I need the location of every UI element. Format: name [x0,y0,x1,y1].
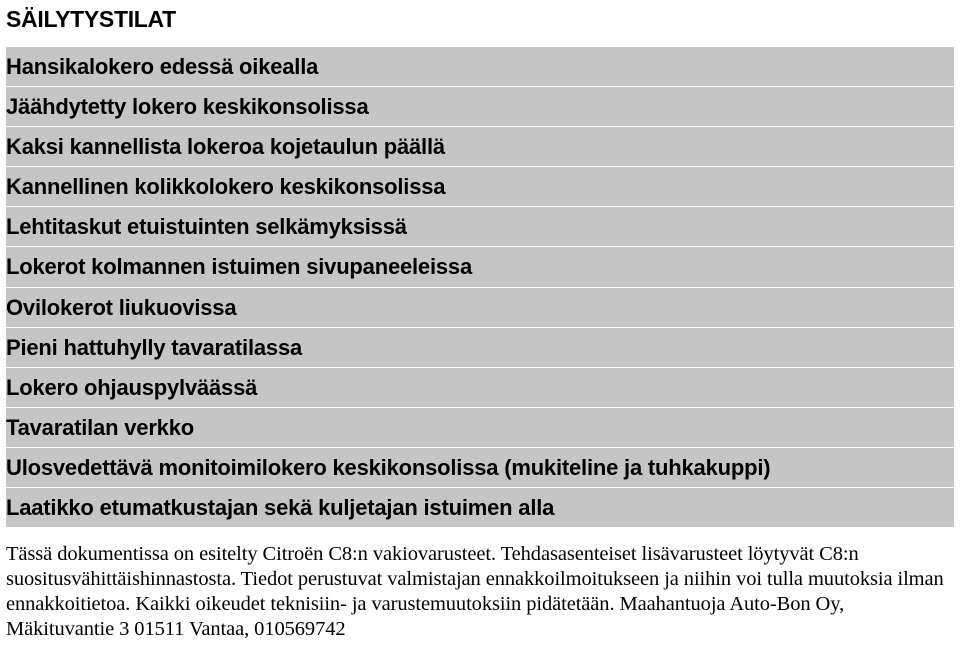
storage-rows: Hansikalokero edessä oikealla Jäähdytett… [6,47,954,528]
section-header: SÄILYTYSTILAT [6,0,954,47]
table-row: Laatikko etumatkustajan sekä kuljetajan … [6,488,954,528]
table-row: Jäähdytetty lokero keskikonsolissa [6,87,954,127]
table-row: Ovilokerot liukuovissa [6,288,954,328]
table-row: Tavaratilan verkko [6,408,954,448]
table-row: Lokero ohjauspylväässä [6,368,954,408]
table-row: Pieni hattuhylly tavaratilassa [6,328,954,368]
table-row: Lehtitaskut etuistuinten selkämyksissä [6,207,954,247]
table-row: Kaksi kannellista lokeroa kojetaulun pää… [6,127,954,167]
table-row: Kannellinen kolikkolokero keskikonsoliss… [6,167,954,207]
table-row: Hansikalokero edessä oikealla [6,47,954,87]
footer-text: Tässä dokumentissa on esitelty Citroën C… [6,542,954,642]
document-page: SÄILYTYSTILAT Hansikalokero edessä oikea… [0,0,960,642]
table-row: Lokerot kolmannen istuimen sivupaneeleis… [6,247,954,287]
table-row: Ulosvedettävä monitoimilokero keskikonso… [6,448,954,488]
